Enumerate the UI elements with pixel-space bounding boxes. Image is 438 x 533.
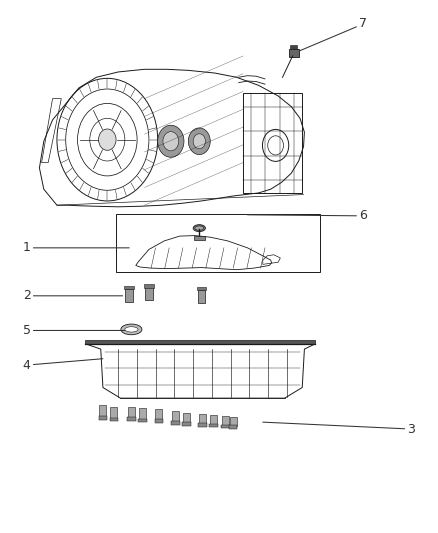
- Bar: [210, 415, 217, 424]
- Bar: [198, 290, 205, 303]
- Ellipse shape: [195, 226, 204, 230]
- Polygon shape: [85, 340, 315, 344]
- Bar: [155, 419, 163, 423]
- Bar: [221, 424, 230, 429]
- Text: 6: 6: [247, 209, 367, 222]
- Bar: [99, 416, 107, 420]
- Ellipse shape: [121, 324, 142, 335]
- Bar: [197, 287, 206, 290]
- Bar: [198, 423, 207, 427]
- Circle shape: [99, 129, 116, 150]
- Bar: [194, 236, 205, 240]
- Circle shape: [188, 128, 210, 155]
- Circle shape: [163, 132, 179, 151]
- Circle shape: [193, 134, 205, 149]
- Text: 7: 7: [300, 18, 367, 51]
- Text: 2: 2: [23, 289, 123, 302]
- Bar: [209, 424, 218, 427]
- Bar: [139, 408, 146, 419]
- Bar: [230, 417, 237, 426]
- Bar: [127, 417, 136, 421]
- Bar: [290, 45, 297, 49]
- Ellipse shape: [125, 327, 138, 332]
- Bar: [171, 421, 180, 425]
- Bar: [110, 418, 118, 421]
- Bar: [116, 214, 320, 272]
- Circle shape: [158, 125, 184, 157]
- Bar: [199, 414, 206, 424]
- Bar: [229, 425, 237, 429]
- Bar: [172, 411, 179, 422]
- Bar: [125, 289, 133, 302]
- Bar: [289, 49, 299, 57]
- Bar: [222, 416, 229, 425]
- Bar: [182, 422, 191, 426]
- Bar: [183, 413, 190, 423]
- Bar: [145, 287, 153, 300]
- Text: 4: 4: [23, 359, 103, 372]
- Bar: [110, 407, 117, 418]
- Ellipse shape: [193, 225, 205, 231]
- Text: 5: 5: [23, 324, 125, 337]
- Bar: [243, 93, 302, 193]
- Bar: [155, 409, 162, 420]
- Bar: [124, 286, 134, 289]
- Text: 1: 1: [23, 241, 129, 254]
- Bar: [99, 405, 106, 417]
- Bar: [128, 407, 135, 418]
- Text: 3: 3: [263, 422, 415, 435]
- Bar: [138, 419, 147, 422]
- Bar: [144, 284, 154, 288]
